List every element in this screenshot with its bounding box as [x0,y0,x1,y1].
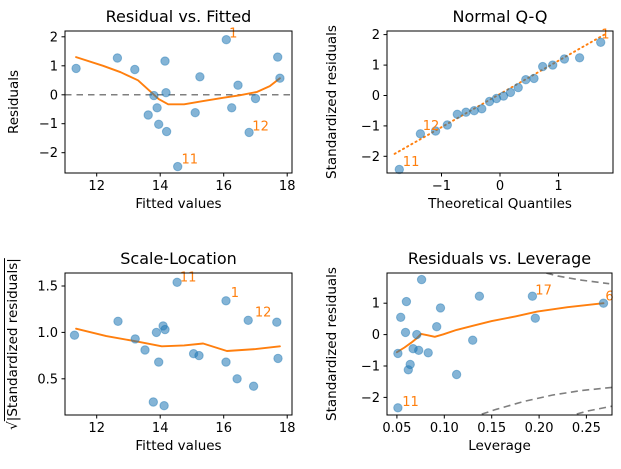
svg-text:0.5: 0.5 [37,372,58,387]
svg-text:−1: −1 [361,360,380,375]
plot-title-normal-qq: Normal Q-Q [452,7,548,26]
x-axis-label-fitted-values-top: Fitted values [135,196,222,212]
svg-text:0.15: 0.15 [477,421,506,436]
x-axis-label-theoretical-quantiles: Theoretical Quantiles [428,196,572,212]
plot-title-scale-location: Scale-Location [120,249,237,268]
svg-text:0.05: 0.05 [382,421,411,436]
svg-text:16: 16 [215,421,232,436]
svg-text:12: 12 [88,421,105,436]
plot-title-residuals-vs-leverage: Residuals vs. Leverage [407,249,592,268]
svg-text:1.5: 1.5 [37,280,58,295]
svg-text:17: 17 [535,283,552,298]
svg-text:1.0: 1.0 [37,326,58,341]
y-axis-label-standardized-residuals-bottom: Standardized residuals [324,267,340,421]
svg-text:1: 1 [372,297,380,312]
svg-text:11: 11 [182,153,199,168]
svg-text:11: 11 [402,395,419,410]
svg-text:−1: −1 [39,117,58,132]
svg-text:14: 14 [152,179,169,194]
svg-text:0.25: 0.25 [572,421,601,436]
svg-text:1: 1 [372,59,380,74]
svg-text:0: 0 [496,179,504,194]
svg-text:18: 18 [279,179,296,194]
svg-text:2: 2 [50,30,58,45]
plot-canvas-residuals-vs-leverage: 11 17 6 0.05 0.10 0.15 0.20 0.25 −2 −1 0 1 [361,272,614,436]
svg-text:1: 1 [601,28,609,43]
sqrt-sign: √ [5,421,21,430]
svg-text:12: 12 [255,306,272,321]
svg-text:12: 12 [423,119,440,134]
svg-text:0.20: 0.20 [525,421,554,436]
svg-text:12: 12 [88,179,105,194]
svg-text:0: 0 [372,89,380,104]
svg-text:6: 6 [605,290,613,305]
sqrt-body: |Standardized residuals| [5,258,21,422]
x-axis-label-leverage: Leverage [468,438,531,454]
y-axis-label-standardized-residuals-top: Standardized residuals [324,25,340,179]
svg-text:14: 14 [152,421,169,436]
svg-text:2: 2 [372,28,380,43]
svg-text:−1: −1 [432,179,451,194]
svg-text:−1: −1 [361,119,380,134]
svg-text:−2: −2 [39,146,58,161]
svg-text:1: 1 [229,26,237,41]
svg-text:1: 1 [554,179,562,194]
svg-text:11: 11 [180,270,197,285]
svg-text:16: 16 [215,179,232,194]
svg-text:0.10: 0.10 [430,421,459,436]
svg-text:−2: −2 [361,150,380,165]
svg-text:12: 12 [252,120,269,135]
svg-text:11: 11 [403,155,420,170]
svg-text:1: 1 [231,286,239,301]
svg-text:1: 1 [50,59,58,74]
svg-text:0: 0 [372,328,380,343]
svg-text:18: 18 [279,421,296,436]
y-axis-label-sqrt-standardized-residuals: √|Standardized residuals| [5,258,21,430]
svg-text:0: 0 [50,88,58,103]
x-axis-label-fitted-values-bottom: Fitted values [135,438,222,454]
plot-title-residual-vs-fitted: Residual vs. Fitted [105,7,252,26]
svg-text:−2: −2 [361,391,380,406]
